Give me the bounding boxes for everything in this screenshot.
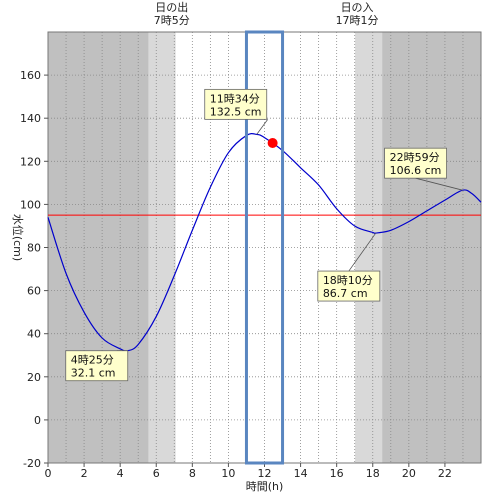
annotation-pointer (256, 119, 269, 135)
annotation-box (65, 350, 129, 382)
y-tick-label: 100 (20, 198, 41, 211)
annotation-level: 106.6 cm (390, 164, 442, 177)
y-tick-label: 160 (20, 69, 41, 82)
annotation-time: 11時34分 (210, 92, 260, 105)
sunset-label-title: 日の入 (341, 1, 374, 14)
y-tick-label: 60 (27, 285, 41, 298)
y-tick-label: 20 (27, 371, 41, 384)
annotation-box (317, 270, 381, 302)
x-axis: 0 2 4 6 8 10 12 14 16 18 20 22 (45, 463, 452, 480)
y-tick-label: -20 (23, 457, 41, 470)
x-tick-label: 22 (438, 467, 452, 480)
annotation-level: 86.7 cm (323, 287, 368, 300)
night-band-morning (48, 32, 149, 463)
x-tick-label: 8 (189, 467, 196, 480)
sunrise-label-title: 日の出 (155, 0, 188, 14)
annotation-time: 22時59分 (390, 151, 440, 164)
annotation-level: 32.1 cm (71, 367, 116, 380)
sunset-label-time: 17時1分 (336, 14, 379, 27)
current-level-point (267, 137, 278, 148)
annotation-pointer (415, 177, 463, 191)
annotation-box (384, 147, 447, 179)
annotation-time: 18時10分 (323, 274, 373, 287)
x-tick-label: 20 (402, 467, 416, 480)
twilight-band-evening (355, 32, 383, 463)
annotation-pointer (348, 232, 377, 272)
y-axis-title: 水位(cm) (11, 214, 25, 261)
current-time-window (244, 30, 285, 465)
y-tick-label: 80 (27, 242, 41, 255)
y-tick-label: 0 (34, 414, 41, 427)
x-tick-label: 4 (117, 467, 124, 480)
sunrise-label-time: 7時5分 (154, 14, 190, 27)
x-tick-label: 12 (258, 467, 272, 480)
x-tick-label: 2 (81, 467, 88, 480)
x-tick-label: 16 (330, 467, 344, 480)
annotation-box (204, 88, 268, 120)
y-axis: -20 0 20 40 60 80 100 120 140 160 (20, 69, 48, 470)
annotation-level: 132.5 cm (210, 105, 262, 118)
y-tick-label: 140 (20, 112, 41, 125)
y-tick-label: 40 (27, 328, 41, 341)
annotation-time: 4時25分 (71, 354, 114, 367)
x-axis-title: 時間(h) (246, 480, 284, 493)
night-band-evening (382, 32, 481, 463)
x-tick-label: 14 (294, 467, 308, 480)
x-tick-label: 10 (221, 467, 235, 480)
x-tick-label: 18 (366, 467, 380, 480)
x-tick-label: 0 (45, 467, 52, 480)
x-tick-label: 6 (153, 467, 160, 480)
y-tick-label: 120 (20, 155, 41, 168)
